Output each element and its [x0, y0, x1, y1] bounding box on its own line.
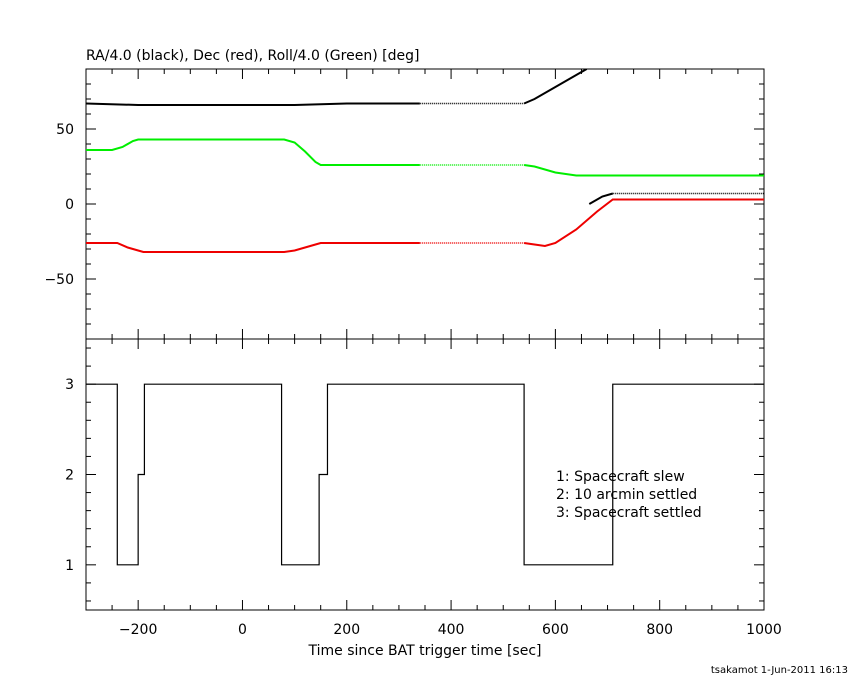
y-tick-label: 0	[65, 197, 74, 213]
series-line	[523, 164, 764, 177]
x-tick-label: 400	[438, 622, 465, 638]
series-line	[523, 198, 764, 248]
x-tick-label: 600	[542, 622, 569, 638]
top-plot-frame	[85, 68, 765, 340]
y-tick-label: 1	[65, 558, 74, 574]
top-chart-title: RA/4.0 (black), Dec (red), Roll/4.0 (Gre…	[86, 48, 419, 64]
x-tick-label: 1000	[746, 622, 782, 638]
legend-line-2: 2: 10 arcmin settled	[556, 487, 697, 503]
series-line	[86, 138, 420, 166]
legend-line-1: 1: Spacecraft slew	[556, 469, 685, 485]
series-group	[86, 69, 764, 253]
x-axis-label: Time since BAT trigger time [sec]	[308, 643, 542, 659]
series-line	[86, 102, 420, 106]
y-tick-label: 50	[56, 122, 74, 138]
x-tick-label: −200	[119, 622, 157, 638]
x-tick-label: 800	[646, 622, 673, 638]
attitude-panel: −50 0 50	[44, 68, 765, 340]
settle-flag-line	[86, 383, 764, 566]
y-tick-label: 3	[65, 377, 74, 393]
y-tick-label: 2	[65, 468, 74, 484]
settle-flag-panel: 1 2 3 −200 0 200 400 600 800 1000	[65, 338, 782, 638]
footer-stamp: tsakamot 1-Jun-2011 16:13	[711, 665, 848, 676]
series-line	[86, 242, 420, 253]
series-line	[523, 69, 588, 105]
x-tick-label: 0	[238, 622, 247, 638]
y-tick-label: −50	[44, 272, 74, 288]
legend-line-3: 3: Spacecraft settled	[556, 505, 702, 521]
x-tick-label: 200	[333, 622, 360, 638]
series-line	[588, 192, 614, 205]
